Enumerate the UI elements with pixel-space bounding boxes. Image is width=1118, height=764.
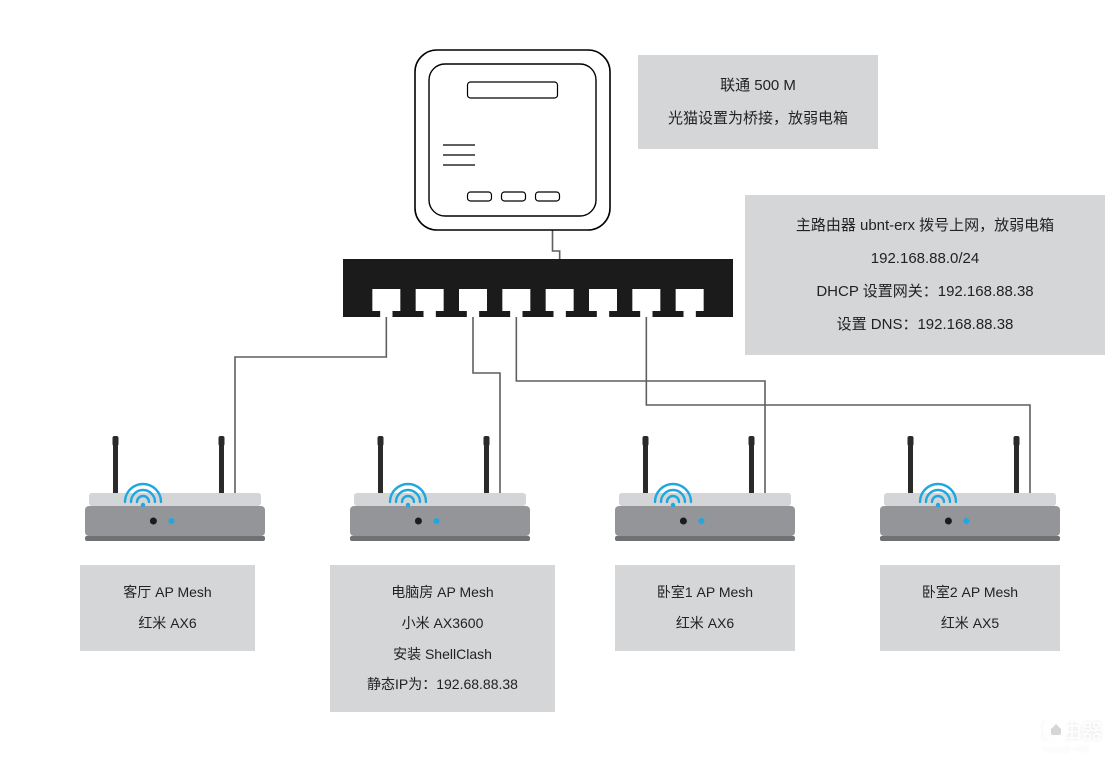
cable-bedroom1: [516, 315, 765, 506]
bedroom2-line-2: 红米 AX5: [896, 608, 1044, 639]
cable-living-room: [235, 315, 386, 506]
pc-room-line-2: 小米 AX3600: [346, 608, 539, 639]
bedroom1-line-2: 红米 AX6: [631, 608, 779, 639]
watermark-icon: [1042, 715, 1070, 743]
router-bedroom2-icon: [880, 436, 1060, 541]
watermark-sub: luyouqi.com: [1042, 744, 1102, 754]
modem-line-1: 联通 500 M: [656, 69, 860, 102]
watermark: 路由器 luyouqi.com: [1042, 715, 1102, 754]
bedroom2-line-1: 卧室2 AP Mesh: [896, 577, 1044, 608]
main-router-line-3: DHCP 设置网关：192.168.88.38: [763, 275, 1087, 308]
pc-room-line-3: 安装 ShellClash: [346, 639, 539, 670]
pc-room-line-4: 静态IP为：192.68.88.38: [346, 669, 539, 700]
switch-icon: [343, 259, 733, 317]
bedroom1-infobox: 卧室1 AP Mesh 红米 AX6: [615, 565, 795, 651]
diagram-canvas: 联通 500 M 光猫设置为桥接，放弱电箱 主路由器 ubnt-erx 拨号上网…: [0, 0, 1118, 764]
router-pc-room-icon: [350, 436, 530, 541]
living-room-line-2: 红米 AX6: [96, 608, 239, 639]
pc-room-infobox: 电脑房 AP Mesh 小米 AX3600 安装 ShellClash 静态IP…: [330, 565, 555, 712]
bedroom1-line-1: 卧室1 AP Mesh: [631, 577, 779, 608]
modem-infobox: 联通 500 M 光猫设置为桥接，放弱电箱: [638, 55, 878, 149]
bedroom2-infobox: 卧室2 AP Mesh 红米 AX5: [880, 565, 1060, 651]
main-router-line-4: 设置 DNS：192.168.88.38: [763, 308, 1087, 341]
modem-icon: [415, 50, 610, 230]
router-bedroom1-icon: [615, 436, 795, 541]
main-router-line-1: 主路由器 ubnt-erx 拨号上网，放弱电箱: [763, 209, 1087, 242]
pc-room-line-1: 电脑房 AP Mesh: [346, 577, 539, 608]
main-router-line-2: 192.168.88.0/24: [763, 242, 1087, 275]
living-room-line-1: 客厅 AP Mesh: [96, 577, 239, 608]
living-room-infobox: 客厅 AP Mesh 红米 AX6: [80, 565, 255, 651]
modem-line-2: 光猫设置为桥接，放弱电箱: [656, 102, 860, 135]
router-living-room-icon: [85, 436, 265, 541]
main-router-infobox: 主路由器 ubnt-erx 拨号上网，放弱电箱 192.168.88.0/24 …: [745, 195, 1105, 355]
